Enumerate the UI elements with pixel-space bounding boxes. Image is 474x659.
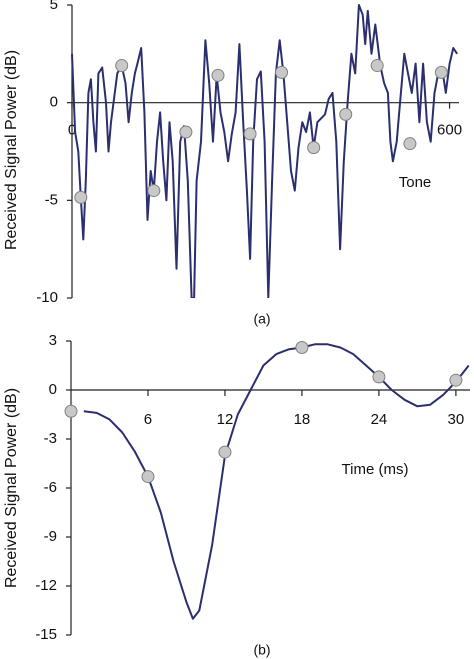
marker (275, 65, 289, 79)
x-tick-label: 6 (144, 411, 152, 428)
x-axis-label: Time (ms) (342, 461, 409, 478)
x-tick-label: 600 (437, 122, 462, 139)
marker (339, 107, 353, 121)
marker (434, 65, 448, 79)
marker (211, 68, 225, 82)
y-tick-label: 0 (49, 381, 57, 398)
y-tick-label: 0 (50, 94, 58, 111)
marker (115, 59, 129, 73)
line (83, 343, 470, 620)
y-tick-label: -6 (44, 479, 57, 496)
y-tick-label: -15 (35, 626, 57, 643)
y-axis-label: Received Signal Power (dB) (3, 50, 20, 250)
marker (74, 190, 88, 204)
y-tick-label: -5 (45, 191, 58, 208)
marker (218, 445, 232, 459)
y-tick-label: 5 (50, 0, 58, 13)
line (71, 4, 458, 298)
marker (243, 127, 257, 141)
marker (141, 470, 155, 484)
marker (370, 59, 384, 73)
marker (307, 141, 321, 155)
y-tick-label: -12 (35, 577, 57, 594)
marker (179, 125, 193, 139)
subplot: 5 0 -5 -10 0 600 Tone (a) Received Signal Power … (3, 0, 462, 327)
y-tick-label: -3 (44, 430, 57, 447)
x-tick-label: 12 (217, 411, 234, 428)
marker (449, 373, 463, 387)
caption: (a) (253, 311, 270, 327)
marker (372, 370, 386, 384)
y-tick-label: -9 (44, 528, 57, 545)
x-tick-label: 30 (448, 411, 465, 428)
marker (147, 184, 161, 198)
x-axis-label: Tone (399, 174, 432, 191)
x-tick-label: 24 (371, 411, 388, 428)
y-axis-label: Received Signal Power (dB) (3, 388, 20, 588)
x-tick-label: 0 (68, 122, 76, 139)
marker (64, 404, 78, 418)
x-tick-label: 18 (294, 411, 311, 428)
caption: (b) (253, 642, 270, 658)
marker (403, 137, 417, 151)
marker (295, 341, 309, 355)
y-tick-label: -10 (36, 289, 58, 306)
y-tick-label: 3 (49, 332, 57, 349)
